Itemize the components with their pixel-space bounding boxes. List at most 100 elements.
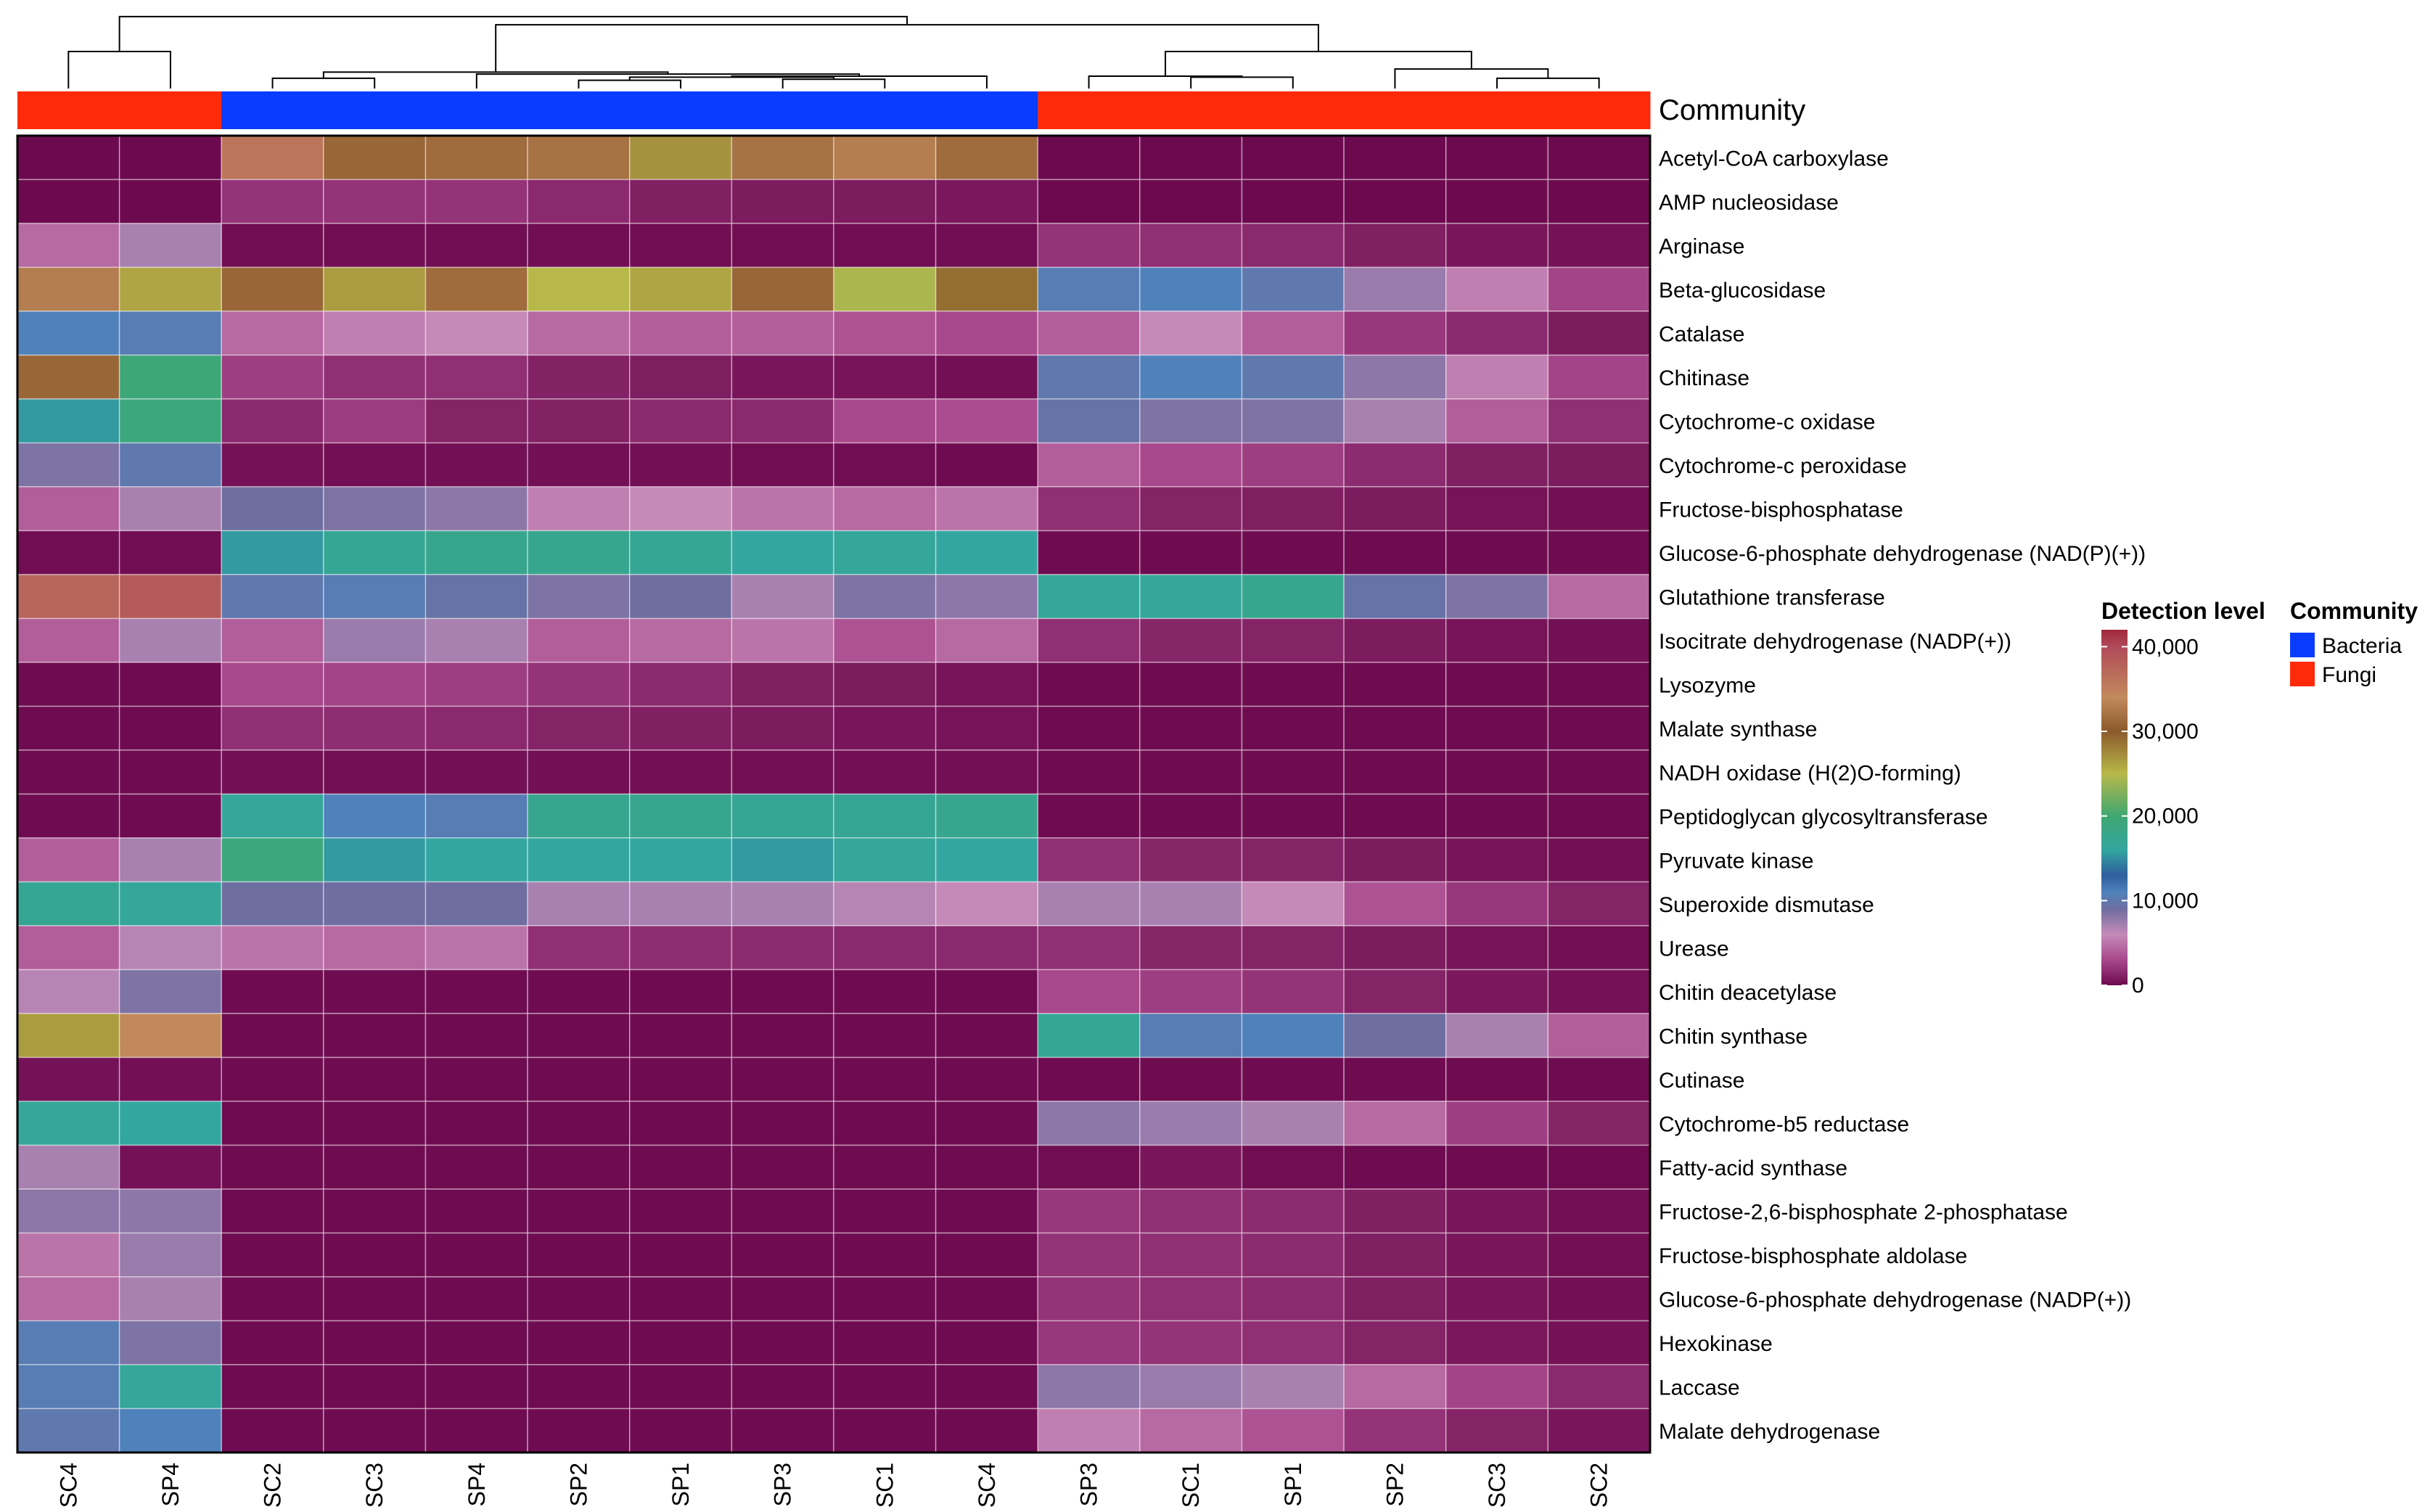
cell-isocitrate-dehydrogenase-nadp-7 — [629, 617, 733, 663]
cell-glucose-6-phosphate-dehydrogenase-nad-p-7 — [629, 530, 733, 575]
cell-superoxide-dismutase-5 — [424, 881, 528, 926]
cell-glucose-6-phosphate-dehydrogenase-nad-p-6 — [527, 530, 631, 575]
cell-isocitrate-dehydrogenase-nadp-3 — [221, 617, 324, 663]
cell-laccase-11 — [1037, 1364, 1141, 1410]
column-label-7: SP1 — [668, 1463, 694, 1506]
cell-beta-glucosidase-10 — [935, 266, 1038, 312]
cell-chitinase-10 — [935, 354, 1038, 400]
cell-malate-dehydrogenase-13 — [1241, 1408, 1345, 1453]
cell-glucose-6-phosphate-dehydrogenase-nadp-9 — [833, 1276, 937, 1322]
cell-beta-glucosidase-16 — [1547, 266, 1651, 312]
cell-chitin-synthase-8 — [731, 1013, 834, 1059]
annotation-cell-15 — [1445, 91, 1548, 129]
cell-peptidoglycan-glycosyltransferase-8 — [731, 793, 834, 839]
cell-fructose-bisphosphate-aldolase-9 — [833, 1232, 937, 1278]
cell-peptidoglycan-glycosyltransferase-1 — [17, 793, 120, 839]
cell-glucose-6-phosphate-dehydrogenase-nadp-11 — [1037, 1276, 1141, 1322]
cell-hexokinase-7 — [629, 1320, 733, 1365]
cell-cutinase-12 — [1139, 1056, 1243, 1102]
cell-chitin-deacetylase-6 — [527, 969, 631, 1014]
cell-chitin-synthase-3 — [221, 1013, 324, 1059]
cell-chitin-synthase-9 — [833, 1013, 937, 1059]
cell-lysozyme-2 — [118, 662, 222, 707]
cell-cutinase-9 — [833, 1056, 937, 1102]
cell-arginase-5 — [424, 223, 528, 268]
cell-laccase-15 — [1445, 1364, 1549, 1410]
cell-glucose-6-phosphate-dehydrogenase-nadp-10 — [935, 1276, 1038, 1322]
cell-fructose-bisphosphate-aldolase-14 — [1343, 1232, 1447, 1278]
cell-peptidoglycan-glycosyltransferase-2 — [118, 793, 222, 839]
cell-peptidoglycan-glycosyltransferase-15 — [1445, 793, 1549, 839]
cell-chitin-synthase-15 — [1445, 1013, 1549, 1059]
cell-glucose-6-phosphate-dehydrogenase-nad-p-9 — [833, 530, 937, 575]
cell-chitinase-14 — [1343, 354, 1447, 400]
cell-peptidoglycan-glycosyltransferase-7 — [629, 793, 733, 839]
cell-isocitrate-dehydrogenase-nadp-6 — [527, 617, 631, 663]
cell-peptidoglycan-glycosyltransferase-3 — [221, 793, 324, 839]
cell-acetyl-coa-carboxylase-2 — [118, 135, 222, 181]
colorbar-tick-label-4: 30,000 — [2132, 720, 2199, 744]
cell-cytochrome-b5-reductase-10 — [935, 1101, 1038, 1146]
cell-hexokinase-9 — [833, 1320, 937, 1365]
cell-beta-glucosidase-3 — [221, 266, 324, 312]
dendrogram-branch-12 — [1165, 51, 1472, 76]
row-label-arginase: Arginase — [1659, 234, 1744, 258]
row-label-beta-glucosidase: Beta-glucosidase — [1659, 279, 1826, 303]
cell-fructose-bisphosphate-aldolase-6 — [527, 1232, 631, 1278]
cell-glucose-6-phosphate-dehydrogenase-nadp-15 — [1445, 1276, 1549, 1322]
row-label-malate-dehydrogenase: Malate dehydrogenase — [1659, 1420, 1880, 1444]
cell-glucose-6-phosphate-dehydrogenase-nad-p-1 — [17, 530, 120, 575]
cell-acetyl-coa-carboxylase-4 — [323, 135, 427, 181]
cell-superoxide-dismutase-8 — [731, 881, 834, 926]
cell-glucose-6-phosphate-dehydrogenase-nadp-14 — [1343, 1276, 1447, 1322]
cell-acetyl-coa-carboxylase-13 — [1241, 135, 1345, 181]
cell-chitinase-4 — [323, 354, 427, 400]
colorbar-tick-label-3: 20,000 — [2132, 805, 2199, 829]
cell-cutinase-1 — [17, 1056, 120, 1102]
heatmap-border — [16, 134, 1652, 1454]
cell-chitin-synthase-7 — [629, 1013, 733, 1059]
cell-laccase-8 — [731, 1364, 834, 1410]
cell-nadh-oxidase-h-2-o-forming-3 — [221, 749, 324, 795]
cell-acetyl-coa-carboxylase-1 — [17, 135, 120, 181]
cell-urease-13 — [1241, 925, 1345, 971]
cell-pyruvate-kinase-1 — [17, 837, 120, 883]
cell-arginase-15 — [1445, 223, 1549, 268]
cell-amp-nucleosidase-6 — [527, 178, 631, 224]
cell-pyruvate-kinase-16 — [1547, 837, 1651, 883]
cell-malate-synthase-5 — [424, 705, 528, 751]
cell-amp-nucleosidase-14 — [1343, 178, 1447, 224]
community-label-bacteria: Bacteria — [2322, 634, 2402, 658]
cell-catalase-5 — [424, 311, 528, 356]
cell-chitin-deacetylase-7 — [629, 969, 733, 1014]
cell-pyruvate-kinase-15 — [1445, 837, 1549, 883]
cell-glutathione-transferase-5 — [424, 574, 528, 620]
cell-nadh-oxidase-h-2-o-forming-4 — [323, 749, 427, 795]
annotation-cell-5 — [425, 91, 528, 129]
cell-malate-dehydrogenase-8 — [731, 1408, 834, 1453]
cell-nadh-oxidase-h-2-o-forming-8 — [731, 749, 834, 795]
annotation-cell-2 — [119, 91, 222, 129]
row-label-malate-synthase: Malate synthase — [1659, 718, 1817, 741]
annotation-cell-16 — [1548, 91, 1651, 129]
cell-arginase-12 — [1139, 223, 1243, 268]
cell-malate-synthase-6 — [527, 705, 631, 751]
cell-urease-11 — [1037, 925, 1141, 971]
cell-cytochrome-c-oxidase-12 — [1139, 398, 1243, 444]
row-label-amp-nucleosidase: AMP nucleosidase — [1659, 191, 1839, 215]
cell-cytochrome-c-oxidase-2 — [118, 398, 222, 444]
community-swatch-fungi — [2290, 662, 2315, 686]
cell-cutinase-11 — [1037, 1056, 1141, 1102]
cell-malate-synthase-3 — [221, 705, 324, 751]
cell-catalase-6 — [527, 311, 631, 356]
row-label-laccase: Laccase — [1659, 1376, 1740, 1400]
cell-cytochrome-b5-reductase-2 — [118, 1101, 222, 1146]
cell-glutathione-transferase-4 — [323, 574, 427, 620]
cell-amp-nucleosidase-10 — [935, 178, 1038, 224]
cell-cytochrome-c-peroxidase-13 — [1241, 442, 1345, 488]
cell-cytochrome-b5-reductase-15 — [1445, 1101, 1549, 1146]
cell-malate-synthase-7 — [629, 705, 733, 751]
cell-isocitrate-dehydrogenase-nadp-2 — [118, 617, 222, 663]
community-legend-items: Bacteria Fungi — [2290, 633, 2402, 687]
